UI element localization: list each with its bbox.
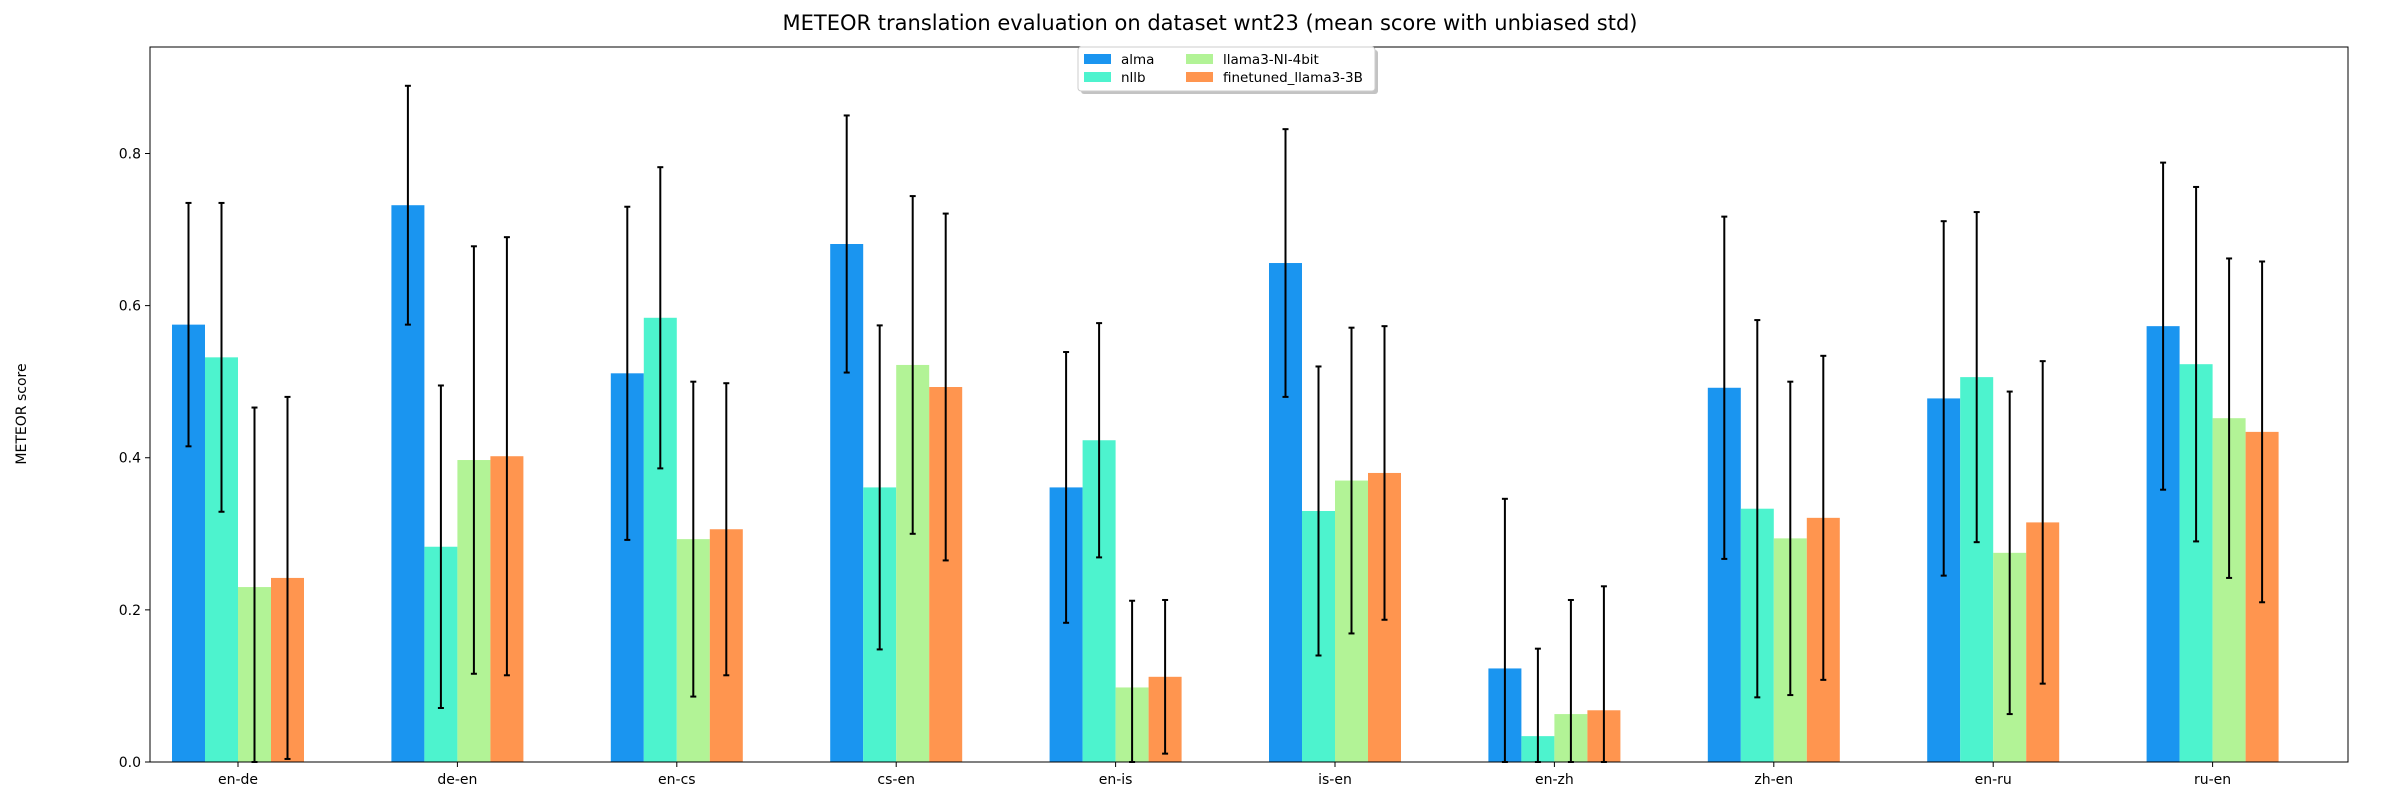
y-axis-label: METEOR score	[14, 363, 30, 464]
y-tick-label: 0.6	[119, 299, 141, 315]
x-tick-label: de-en	[437, 772, 477, 788]
legend-label: nllb	[1121, 70, 1146, 86]
legend-label: alma	[1121, 52, 1154, 68]
x-tick-label: zh-en	[1754, 772, 1793, 788]
legend-label: finetuned_llama3-3B	[1223, 70, 1363, 86]
y-tick-label: 0.4	[119, 451, 141, 467]
legend-label: llama3-NI-4bit	[1223, 52, 1319, 68]
x-tick-label: en-is	[1099, 772, 1133, 788]
chart-title: METEOR translation evaluation on dataset…	[783, 11, 1638, 35]
x-tick-label: en-de	[218, 772, 258, 788]
legend-box	[1077, 46, 1376, 92]
plot-area: 0.0 0.2 0.4 0.6 0.8 en-de de-en en-cs cs-en en-is…	[119, 84, 2279, 788]
legend-swatch	[1186, 72, 1213, 82]
x-tick-label: en-ru	[1975, 772, 2012, 788]
x-tick-label: ru-en	[2194, 772, 2231, 788]
y-tick-label: 0.0	[119, 755, 141, 771]
legend-swatch	[1084, 54, 1111, 64]
x-tick-label: cs-en	[877, 772, 915, 788]
y-tick-label: 0.8	[119, 146, 141, 162]
legend-swatch	[1186, 54, 1213, 64]
y-tick-label: 0.2	[119, 603, 141, 619]
legend-swatch	[1084, 72, 1111, 82]
legend: alma nllb llama3-NI-4bit finetuned_llama3-3…	[1077, 46, 1378, 94]
x-tick-label: en-cs	[658, 772, 696, 788]
x-tick-label: en-zh	[1535, 772, 1574, 788]
x-tick-label: is-en	[1318, 772, 1352, 788]
